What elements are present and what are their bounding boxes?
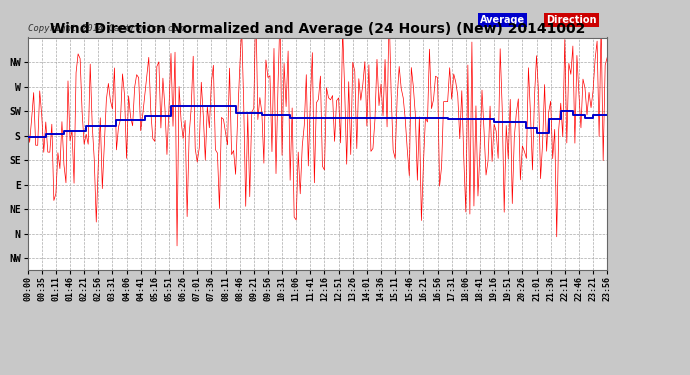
Text: Direction: Direction bbox=[546, 15, 597, 25]
Text: Copyright 2014 Cartronics.com: Copyright 2014 Cartronics.com bbox=[28, 24, 184, 33]
Text: Average: Average bbox=[480, 15, 525, 25]
Title: Wind Direction Normalized and Average (24 Hours) (New) 20141002: Wind Direction Normalized and Average (2… bbox=[50, 22, 585, 36]
